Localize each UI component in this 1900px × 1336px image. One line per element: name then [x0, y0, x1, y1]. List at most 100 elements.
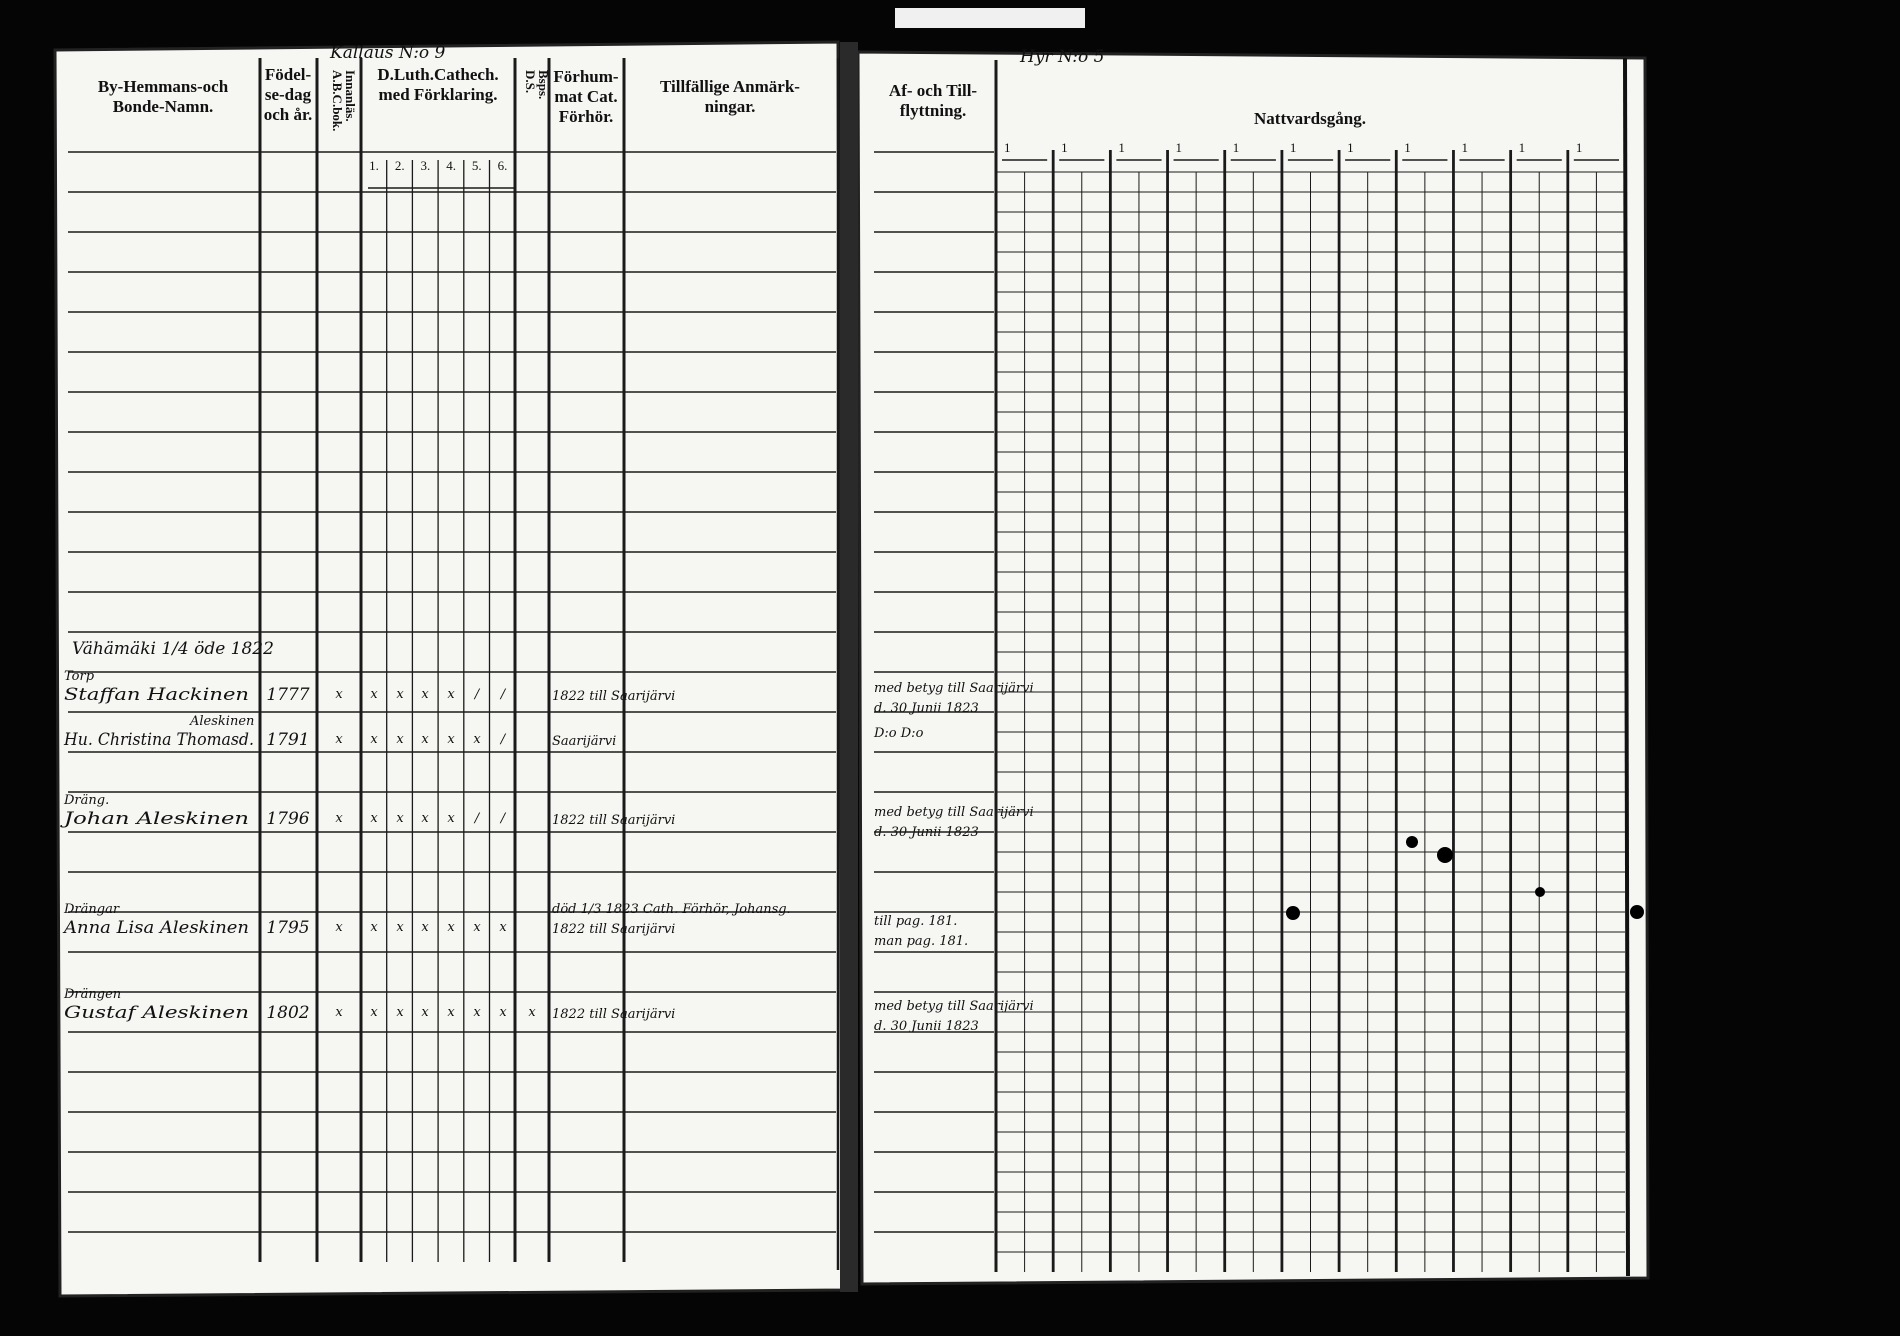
column-header: mat Cat. [554, 87, 617, 106]
entry-label: Torp [64, 669, 95, 684]
entry-birth: 1796 [266, 809, 309, 829]
column-header: D.S. [523, 70, 538, 93]
sub-number: 1. [369, 158, 379, 173]
grid-one: 1 [1118, 140, 1125, 155]
entry-mark: x [473, 732, 481, 747]
entry-remark: 1822 till Saarijärvi [552, 813, 675, 828]
entry-mark: x [499, 1005, 507, 1020]
entry-mark: x [335, 920, 343, 935]
column-header: och år. [264, 105, 313, 124]
grid-one: 1 [1519, 140, 1526, 155]
entry-mark: x [335, 1005, 343, 1020]
spine [840, 42, 858, 1292]
entry-remark: 1822 till Saarijärvi [552, 922, 675, 937]
entry-mark: x [396, 1005, 404, 1020]
grid-one: 1 [1004, 140, 1011, 155]
entry-moving: med betyg till Saarijärvi [874, 681, 1034, 696]
column-header: A.B.C.bok. [330, 70, 345, 131]
entry-birth: 1795 [266, 918, 309, 938]
entry-label: Dräng. [63, 793, 109, 808]
grid-one: 1 [1176, 140, 1183, 155]
entry-mark: x [421, 1005, 429, 1020]
ink-blot [1535, 887, 1545, 897]
entry-mark: x [370, 687, 378, 702]
column-header: Nattvardsgång. [1254, 109, 1366, 128]
column-header: Bonde-Namn. [113, 97, 214, 116]
entry-birth: 1777 [266, 685, 309, 705]
column-header: Innanläs. [343, 70, 358, 122]
entry-mark: x [335, 687, 343, 702]
scan-strip [895, 8, 1085, 28]
sub-number: 5. [472, 158, 482, 173]
grid-one: 1 [1290, 140, 1297, 155]
entry-moving: d. 30 Junii 1823 [874, 701, 979, 716]
entry-mark: x [421, 811, 429, 826]
entry-name: Gustaf Aleskinen [64, 1003, 249, 1023]
left-page [53, 40, 844, 1298]
entry-mark: / [473, 687, 481, 702]
entry-birth: 1791 [266, 730, 309, 750]
ink-blot [1406, 836, 1418, 848]
grid-one: 1 [1347, 140, 1354, 155]
grid-one: 1 [1576, 140, 1583, 155]
entry-label: Drängen [63, 987, 121, 1002]
entry-mark: / [499, 811, 507, 826]
entry-mark: x [447, 687, 455, 702]
entry-remark: 1822 till Saarijärvi [552, 1007, 675, 1022]
entry-birth: 1802 [266, 1003, 309, 1023]
grid-one: 1 [1404, 140, 1411, 155]
entry-moving: till pag. 181. [874, 914, 957, 929]
column-header: D.Luth.Cathech. [377, 65, 498, 84]
column-header: ningar. [705, 97, 756, 116]
column-header: med Förklaring. [379, 85, 498, 104]
entry-moving: d. 30 Junii 1823 [874, 1019, 979, 1034]
entry-mark: x [421, 732, 429, 747]
entry-mark: x [396, 811, 404, 826]
entry-mark: x [447, 1005, 455, 1020]
entry-mark: x [370, 920, 378, 935]
entry-mark: / [499, 687, 507, 702]
entry-name: Hu. Christina Thomasd. [63, 730, 254, 750]
entry-mark: x [396, 732, 404, 747]
ink-blot [1437, 847, 1453, 863]
top-note: Kallaus N:o 9 [329, 43, 446, 63]
column-header: Bsps. [536, 70, 551, 99]
column-header: Tillfällige Anmärk- [660, 77, 800, 96]
sub-number: 2. [395, 158, 405, 173]
entry-name: Anna Lisa Aleskinen [62, 918, 249, 938]
grid-one: 1 [1461, 140, 1468, 155]
grid-one: 1 [1233, 140, 1240, 155]
entry-mark: x [499, 920, 507, 935]
entry-mark: x [447, 920, 455, 935]
column-header: Af- och Till- [889, 81, 977, 100]
ink-blot [1286, 906, 1300, 920]
page-edge-rule [1623, 57, 1630, 1277]
entry-mark: x [528, 1005, 536, 1020]
ink-blot [1630, 905, 1644, 919]
entry-mark: x [396, 687, 404, 702]
entry-remark: 1822 till Saarijärvi [552, 689, 675, 704]
entry-mark: x [370, 811, 378, 826]
column-header: Förhör. [559, 107, 614, 126]
entry-moving: med betyg till Saarijärvi [874, 805, 1034, 820]
entry-mark: / [499, 732, 507, 747]
entry-mark: x [335, 811, 343, 826]
entry-mark: x [473, 1005, 481, 1020]
entry-name: Johan Aleskinen [60, 809, 249, 829]
entry-remark: Saarijärvi [552, 734, 616, 749]
column-header: se-dag [265, 85, 312, 104]
entry-mark: x [421, 920, 429, 935]
sub-number: 6. [498, 158, 508, 173]
entry-moving: med betyg till Saarijärvi [874, 999, 1034, 1014]
entry-mark: x [370, 732, 378, 747]
entry-remark: död 1/3 1823 Cath. Förhör, Johansg. [552, 902, 791, 917]
sub-number: 4. [446, 158, 456, 173]
entry-label: Drängar [63, 902, 120, 917]
grid-one: 1 [1061, 140, 1068, 155]
top-note: Hyr N:o 5 [1019, 47, 1104, 67]
entry-mark: x [473, 920, 481, 935]
column-header: flyttning. [900, 101, 967, 120]
entry-moving: man pag. 181. [874, 934, 968, 949]
column-header: By-Hemmans-och [98, 77, 229, 96]
